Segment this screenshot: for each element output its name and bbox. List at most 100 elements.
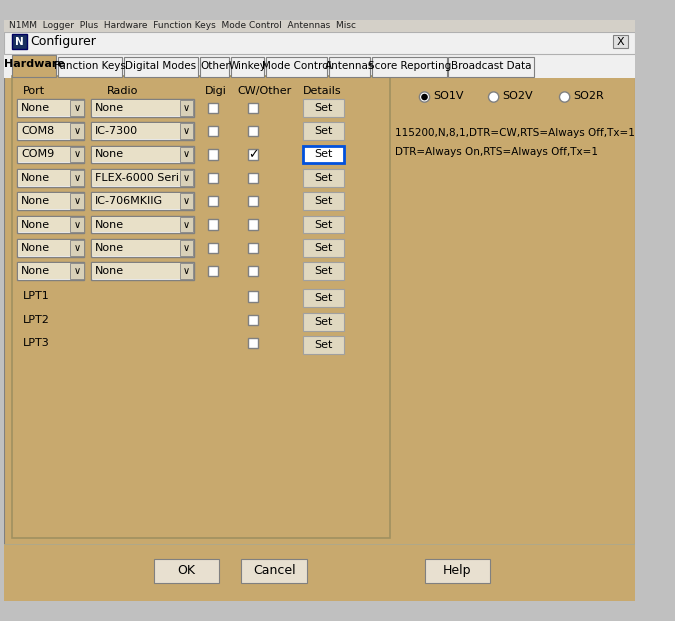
Bar: [231, 57, 264, 78]
Circle shape: [489, 92, 499, 102]
Circle shape: [422, 94, 427, 99]
Bar: [70, 100, 84, 116]
Bar: [303, 336, 344, 354]
Text: None: None: [95, 103, 124, 113]
Text: ∨: ∨: [74, 173, 80, 183]
Bar: [208, 266, 218, 276]
Bar: [248, 243, 259, 253]
Circle shape: [419, 92, 430, 102]
Text: Set: Set: [315, 196, 333, 206]
Text: Radio: Radio: [107, 86, 138, 96]
Bar: [18, 193, 70, 209]
Bar: [91, 193, 194, 210]
Bar: [303, 122, 344, 140]
Text: Set: Set: [315, 126, 333, 136]
Bar: [248, 102, 259, 113]
Text: ∨: ∨: [183, 243, 190, 253]
Bar: [208, 243, 218, 253]
Bar: [91, 99, 194, 117]
Text: Digital Modes: Digital Modes: [126, 61, 196, 71]
Bar: [180, 263, 193, 279]
Bar: [208, 126, 218, 136]
Bar: [92, 123, 180, 139]
Text: None: None: [21, 266, 50, 276]
Bar: [4, 54, 634, 78]
Text: ∨: ∨: [74, 243, 80, 253]
Text: ∨: ∨: [74, 196, 80, 206]
Text: Score Reporting: Score Reporting: [368, 61, 451, 71]
Bar: [18, 100, 70, 116]
Text: FLEX-6000 Seri: FLEX-6000 Seri: [95, 173, 179, 183]
Bar: [303, 99, 344, 117]
Text: SO2V: SO2V: [502, 91, 533, 101]
Bar: [4, 20, 634, 32]
Bar: [248, 196, 259, 206]
Bar: [11, 76, 390, 538]
Bar: [70, 263, 84, 279]
Bar: [92, 170, 180, 186]
Text: ∨: ∨: [183, 266, 190, 276]
Bar: [266, 57, 327, 78]
Text: ∨: ∨: [183, 126, 190, 136]
Bar: [248, 149, 259, 160]
Bar: [92, 240, 180, 256]
Bar: [303, 193, 344, 210]
Text: Port: Port: [23, 86, 45, 96]
Bar: [92, 217, 180, 232]
Text: None: None: [21, 103, 50, 113]
Text: Cancel: Cancel: [252, 564, 296, 577]
Bar: [242, 558, 307, 583]
Text: ∨: ∨: [74, 103, 80, 113]
Text: 115200,N,8,1,DTR=CW,RTS=Always Off,Tx=1: 115200,N,8,1,DTR=CW,RTS=Always Off,Tx=1: [395, 128, 634, 138]
Bar: [11, 34, 26, 50]
Bar: [17, 239, 84, 256]
Text: ∨: ∨: [74, 266, 80, 276]
Text: Function Keys: Function Keys: [54, 61, 126, 71]
Bar: [70, 123, 84, 139]
Text: ∨: ∨: [183, 103, 190, 113]
Bar: [4, 543, 634, 545]
Text: ∨: ∨: [74, 126, 80, 136]
Bar: [180, 123, 193, 139]
Bar: [91, 145, 194, 163]
Text: ✓: ✓: [248, 148, 259, 161]
Text: None: None: [95, 266, 124, 276]
Bar: [70, 217, 84, 232]
Bar: [91, 122, 194, 140]
Text: SO1V: SO1V: [433, 91, 464, 101]
Bar: [70, 170, 84, 186]
Bar: [17, 122, 84, 140]
Text: Antennas: Antennas: [325, 61, 375, 71]
Bar: [303, 145, 344, 163]
Text: Broadcast Data: Broadcast Data: [451, 61, 531, 71]
Bar: [248, 291, 259, 302]
Text: None: None: [95, 220, 124, 230]
Bar: [92, 100, 180, 116]
Text: Winkey: Winkey: [229, 61, 267, 71]
Bar: [11, 55, 57, 78]
Text: OK: OK: [178, 564, 195, 577]
Bar: [448, 57, 534, 78]
Text: Set: Set: [315, 293, 333, 303]
Bar: [180, 240, 193, 256]
Bar: [18, 240, 70, 256]
Text: DTR=Always On,RTS=Always Off,Tx=1: DTR=Always On,RTS=Always Off,Tx=1: [395, 147, 597, 156]
Bar: [92, 147, 180, 163]
Circle shape: [560, 92, 570, 102]
Text: ∨: ∨: [74, 220, 80, 230]
Bar: [70, 147, 84, 163]
Bar: [208, 173, 218, 183]
Bar: [18, 123, 70, 139]
Text: SO2R: SO2R: [573, 91, 604, 101]
Bar: [17, 99, 84, 117]
Text: None: None: [21, 173, 50, 183]
Bar: [17, 169, 84, 187]
Bar: [303, 313, 344, 330]
Bar: [70, 240, 84, 256]
Bar: [17, 215, 84, 233]
Text: None: None: [21, 220, 50, 230]
Text: Set: Set: [315, 103, 333, 113]
Bar: [70, 193, 84, 209]
Bar: [92, 263, 180, 279]
Bar: [180, 147, 193, 163]
